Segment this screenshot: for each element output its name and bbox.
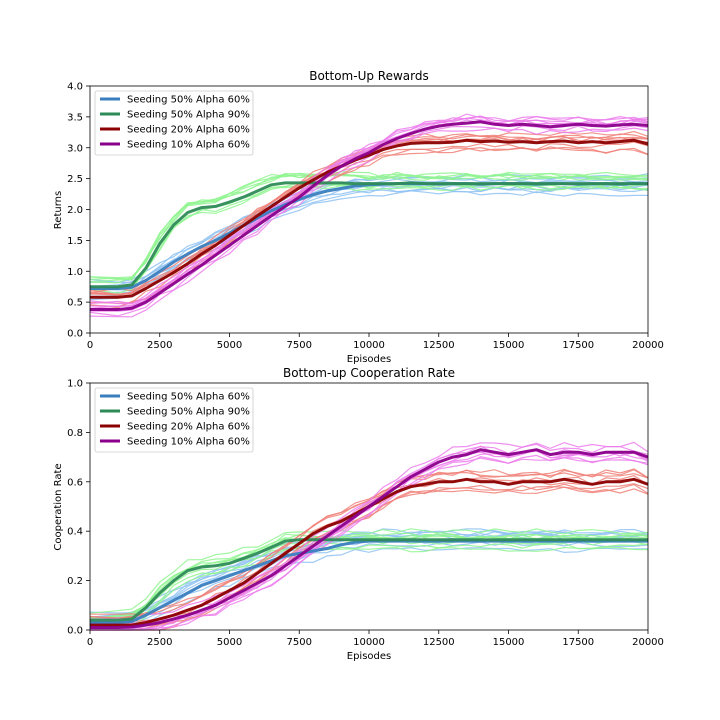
cooperation-legend-label-2: Seeding 50% Alpha 90% — [127, 407, 250, 418]
cooperation-run-line — [90, 457, 649, 631]
rewards-run-line — [89, 182, 649, 290]
rewards-x-ticks: 0 2500 5000 7500 10000 12500 15000 17500 20000 — [87, 333, 664, 351]
cooperation-legend-label-1: Seeding 50% Alpha 60% — [127, 392, 250, 403]
rewards-legend-box — [94, 90, 254, 156]
cooperation-y-tick-label: 0.8 — [67, 428, 83, 439]
cooperation-y-tick-label: 0.6 — [67, 477, 83, 488]
rewards-run-line — [89, 113, 649, 305]
rewards-series-line-2 — [90, 181, 648, 289]
cooperation-run-line — [89, 469, 649, 620]
rewards-y-tick-label: 4.0 — [67, 82, 83, 93]
rewards-chart: Bottom-Up Rewards 0 2500 5000 7500 10000 1250… — [53, 69, 664, 365]
cooperation-x-tick-label: 2500 — [147, 637, 172, 648]
cooperation-legend-label-3: Seeding 20% Alpha 60% — [127, 422, 250, 433]
cooperation-y-tick-label: 0.4 — [67, 527, 83, 538]
rewards-series-line-4 — [90, 120, 649, 311]
rewards-legend-entries: Seeding 50% Alpha 60% Seeding 50% Alpha 9… — [100, 95, 250, 151]
cooperation-legend-box — [94, 387, 254, 453]
cooperation-run-line — [89, 541, 649, 629]
rewards-y-axis-label: Returns — [53, 191, 64, 229]
rewards-y-tick-label: 1.5 — [67, 236, 83, 247]
rewards-legend-label-2: Seeding 50% Alpha 90% — [127, 110, 250, 121]
cooperation-x-tick-label: 20000 — [632, 637, 664, 648]
cooperation-legend: Seeding 50% Alpha 60% Seeding 50% Alpha 9… — [94, 387, 254, 453]
rewards-y-tick-label: 3.0 — [67, 143, 83, 154]
rewards-x-tick-label: 2500 — [147, 340, 172, 351]
rewards-x-tick-label: 5000 — [217, 340, 242, 351]
cooperation-x-axis-label: Episodes — [347, 651, 391, 662]
cooperation-y-tick-label: 0.0 — [67, 626, 83, 637]
cooperation-y-tick-label: 0.2 — [67, 576, 83, 587]
cooperation-x-tick-label: 10000 — [353, 637, 385, 648]
rewards-mean-lines — [90, 120, 649, 311]
cooperation-x-tick-label: 12500 — [423, 637, 455, 648]
rewards-y-tick-label: 0.5 — [67, 298, 83, 309]
cooperation-series-line-2 — [90, 538, 648, 622]
rewards-y-tick-label: 2.0 — [67, 205, 83, 216]
rewards-run-line — [89, 141, 649, 304]
rewards-y-tick-label: 3.5 — [67, 112, 83, 123]
rewards-y-ticks: 0.0 0.5 1.0 1.5 2.0 2.5 3.0 3.5 4.0 — [67, 82, 90, 340]
rewards-x-axis-label: Episodes — [347, 354, 391, 365]
cooperation-run-line — [90, 441, 649, 620]
cooperation-y-tick-label: 1.0 — [67, 379, 83, 390]
cooperation-series-line-4 — [90, 448, 649, 629]
cooperation-y-ticks: 0.0 0.2 0.4 0.6 0.8 1.0 — [67, 379, 90, 637]
cooperation-x-tick-label: 15000 — [493, 637, 525, 648]
rewards-x-tick-label: 12500 — [423, 340, 455, 351]
rewards-chart-title: Bottom-Up Rewards — [309, 69, 429, 83]
rewards-run-line — [89, 172, 649, 279]
cooperation-x-ticks: 0 2500 5000 7500 10000 12500 15000 17500 20000 — [87, 630, 664, 648]
rewards-y-tick-label: 1.0 — [67, 267, 83, 278]
cooperation-run-line — [90, 486, 649, 631]
rewards-x-tick-label: 15000 — [493, 340, 525, 351]
cooperation-run-line — [89, 533, 649, 621]
cooperation-run-line — [89, 542, 649, 630]
rewards-x-tick-label: 10000 — [353, 340, 385, 351]
rewards-x-tick-label: 0 — [87, 340, 93, 351]
cooperation-run-line — [89, 528, 649, 614]
rewards-legend-label-4: Seeding 10% Alpha 60% — [127, 140, 250, 151]
cooperation-y-axis-label: Cooperation Rate — [53, 463, 64, 550]
rewards-legend-label-3: Seeding 20% Alpha 60% — [127, 125, 250, 136]
cooperation-x-tick-label: 5000 — [217, 637, 242, 648]
cooperation-x-tick-label: 0 — [87, 637, 93, 648]
rewards-series-line-3 — [90, 138, 649, 299]
cooperation-run-line — [89, 546, 649, 631]
rewards-y-tick-label: 0.0 — [67, 329, 83, 340]
rewards-run-line — [89, 127, 649, 318]
rewards-x-tick-label: 17500 — [562, 340, 594, 351]
rewards-legend: Seeding 50% Alpha 60% Seeding 50% Alpha 9… — [94, 90, 254, 156]
rewards-x-tick-label: 20000 — [632, 340, 664, 351]
cooperation-mean-lines — [90, 448, 649, 629]
rewards-legend-label-1: Seeding 50% Alpha 60% — [127, 95, 250, 106]
cooperation-chart-title: Bottom-up Cooperation Rate — [283, 366, 455, 380]
cooperation-x-tick-label: 17500 — [562, 637, 594, 648]
cooperation-x-tick-label: 7500 — [287, 637, 312, 648]
cooperation-run-line — [90, 468, 649, 616]
rewards-run-line — [89, 146, 649, 308]
cooperation-legend-entries: Seeding 50% Alpha 60% Seeding 50% Alpha 9… — [100, 392, 250, 448]
cooperation-chart: Bottom-up Cooperation Rate 0 2500 5000 7500… — [53, 366, 664, 662]
rewards-x-tick-label: 7500 — [287, 340, 312, 351]
cooperation-legend-label-4: Seeding 10% Alpha 60% — [127, 437, 250, 448]
rewards-y-tick-label: 2.5 — [67, 174, 83, 185]
